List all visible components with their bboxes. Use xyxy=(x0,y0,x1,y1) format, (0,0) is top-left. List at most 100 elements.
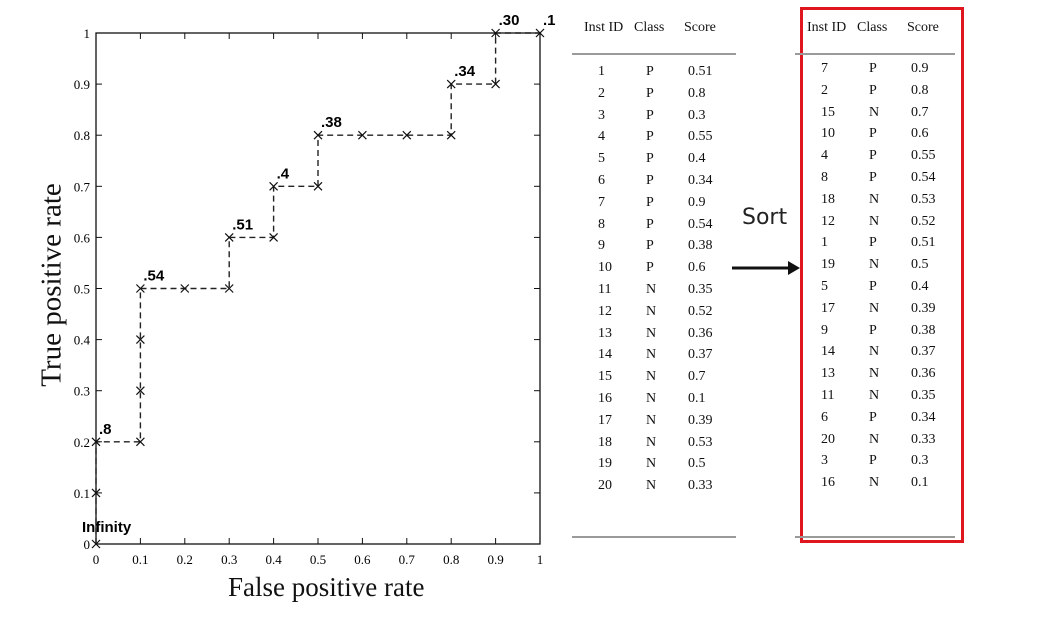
sort-label: Sort xyxy=(742,205,788,230)
table-cell: P xyxy=(646,238,654,254)
x-tick-label: 0.7 xyxy=(399,552,416,567)
y-tick-label: 0.8 xyxy=(74,128,90,143)
table-cell: N xyxy=(646,282,657,297)
table-cell: 2 xyxy=(598,85,605,101)
table-cell: N xyxy=(869,388,880,403)
table-cell: 8 xyxy=(821,170,828,185)
table-cell: N xyxy=(869,300,880,316)
x-tick-label: 0 xyxy=(93,552,100,567)
x-tick-label: 0.8 xyxy=(443,552,459,567)
table-cell: 18 xyxy=(821,191,835,207)
table-cell: 0.53 xyxy=(911,191,936,207)
table-cell: N xyxy=(646,347,657,363)
table-cell: N xyxy=(869,213,880,229)
threshold-annotations: Infinity .8 .54 .51 .4 .38 .34 .30 .1 xyxy=(82,12,556,536)
table-cell: N xyxy=(646,478,657,494)
table-header: Score xyxy=(907,20,939,35)
threshold-annotation: Infinity xyxy=(82,519,132,536)
x-tick-label: 0.5 xyxy=(310,552,326,567)
roc-point xyxy=(313,130,323,140)
table-cell: N xyxy=(646,391,657,406)
x-tick-label: 0.4 xyxy=(265,552,282,567)
table-cell: N xyxy=(869,431,880,447)
table-cell: 6 xyxy=(598,173,605,188)
table-cell: N xyxy=(869,104,880,120)
table-cell: 12 xyxy=(598,303,612,319)
threshold-annotation: .30 xyxy=(499,12,520,29)
roc-point xyxy=(224,232,234,242)
table-cell: 0.36 xyxy=(911,366,936,382)
table-cell: 19 xyxy=(598,456,612,472)
table-cell: P xyxy=(869,82,877,98)
table-cell: 16 xyxy=(821,475,835,491)
table-cell: 0.37 xyxy=(911,344,936,360)
table-cell: P xyxy=(646,194,654,210)
table-cell: P xyxy=(646,260,654,276)
y-tick-label: 1 xyxy=(84,26,91,41)
table-cell: 2 xyxy=(821,82,828,98)
table-cell: 0.53 xyxy=(688,434,713,450)
table-header: Score xyxy=(684,20,716,35)
roc-point xyxy=(402,130,412,140)
table-cell: 3 xyxy=(598,107,605,123)
roc-point xyxy=(446,79,456,89)
table-cell: 0.55 xyxy=(688,129,713,145)
table-cell: 0.54 xyxy=(911,170,936,185)
table-cell: 1 xyxy=(598,64,605,79)
table-cell: 20 xyxy=(598,478,612,494)
table-cell: 0.9 xyxy=(911,61,929,76)
roc-point xyxy=(491,79,501,89)
table-cell: 15 xyxy=(821,104,835,120)
table-cell: 8 xyxy=(598,216,605,232)
table-cell: 0.37 xyxy=(688,347,713,363)
roc-point xyxy=(91,437,101,447)
table-cell: P xyxy=(646,151,654,167)
table-cell: 0.4 xyxy=(911,279,929,294)
roc-point xyxy=(135,437,145,447)
table-cell: 0.1 xyxy=(911,475,929,491)
table-cell: 0.6 xyxy=(688,260,706,276)
table-cell: 20 xyxy=(821,431,835,447)
table-cell: 0.54 xyxy=(688,216,713,232)
table-cell: 5 xyxy=(821,279,828,294)
table-cell: P xyxy=(869,61,877,76)
table-cell: 0.33 xyxy=(911,431,936,447)
table-cell: N xyxy=(646,434,657,450)
threshold-annotation: .51 xyxy=(232,216,253,233)
table-cell: 0.36 xyxy=(688,325,713,341)
y-tick-label: 0.2 xyxy=(74,435,90,450)
table-cell: 5 xyxy=(598,151,605,167)
table-cell: 0.7 xyxy=(688,369,706,385)
table-cell: 0.51 xyxy=(688,64,713,79)
roc-point xyxy=(446,130,456,140)
table-cell: 0.39 xyxy=(911,300,936,316)
y-tick-label: 0.7 xyxy=(74,179,91,194)
table-cell: 0.3 xyxy=(688,107,706,123)
table-cell: 0.35 xyxy=(688,282,713,297)
roc-points xyxy=(91,28,545,549)
table-cell: 0.5 xyxy=(911,257,929,273)
table-cell: 12 xyxy=(821,213,835,229)
x-tick-label: 0.9 xyxy=(487,552,503,567)
table-header: Inst ID xyxy=(584,20,624,35)
table-cell: N xyxy=(646,456,657,472)
roc-point xyxy=(313,181,323,191)
table-cell: 0.39 xyxy=(688,412,713,428)
table-cell: 7 xyxy=(821,61,828,76)
table-cell: 11 xyxy=(598,282,612,297)
threshold-annotation: .1 xyxy=(543,12,556,29)
x-tick-label: 0.1 xyxy=(132,552,148,567)
table-cell: P xyxy=(869,279,877,294)
table-cell: 16 xyxy=(598,391,612,406)
table-cell: 3 xyxy=(821,453,828,469)
threshold-annotation: .38 xyxy=(321,114,342,131)
roc-point xyxy=(91,539,101,549)
roc-point xyxy=(357,130,367,140)
table-bottom-rule xyxy=(795,536,955,538)
roc-point xyxy=(491,28,501,38)
roc-point xyxy=(269,232,279,242)
table-cell: 1 xyxy=(821,235,828,251)
table-cell: 15 xyxy=(598,369,612,385)
y-tick-label: 0 xyxy=(84,537,91,552)
roc-curve-line xyxy=(95,32,540,544)
